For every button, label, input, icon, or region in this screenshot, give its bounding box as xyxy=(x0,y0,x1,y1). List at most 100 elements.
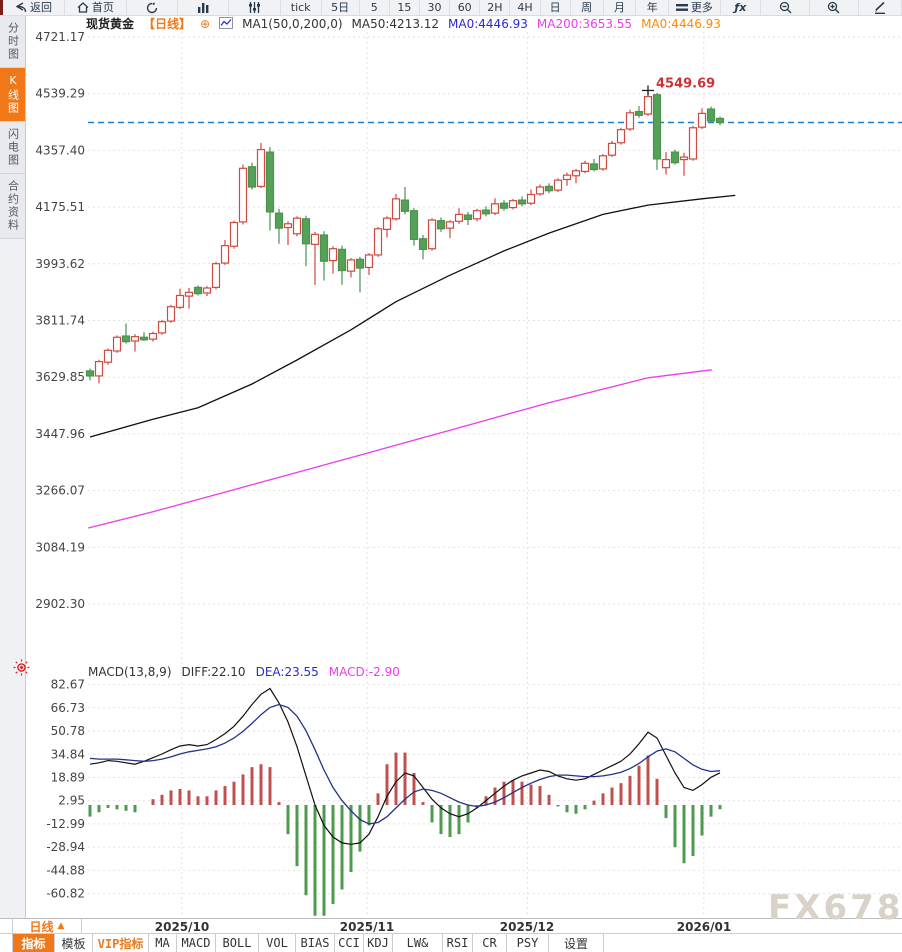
indicator-button-label: MACD xyxy=(181,936,211,950)
toolbar-item-label: 日 xyxy=(549,1,561,14)
toolbar-item-zoom-in[interactable] xyxy=(810,0,859,15)
indicator-button-[interactable]: 指标 xyxy=(13,934,55,952)
toolbar-item-label: 30 xyxy=(427,1,442,14)
ma0-blue-value: MA0:4446.93 xyxy=(448,17,528,31)
indicator-button-vip[interactable]: VIP指标 xyxy=(93,934,149,952)
toolbar-item-year[interactable]: 年 xyxy=(636,0,670,15)
indicator-button-vol[interactable]: VOL xyxy=(259,934,296,952)
toolbar-item-2h[interactable]: 2H xyxy=(480,0,511,15)
zoom-in-icon xyxy=(827,1,840,14)
sidebar-tab-contract-info[interactable]: 合约资料 xyxy=(0,174,25,239)
toolbar-item-5m[interactable]: 5 xyxy=(360,0,390,15)
period-selector[interactable]: 日线 ▲ xyxy=(13,919,82,934)
sidebar-tab-time-chart[interactable]: 分时图 xyxy=(0,16,25,68)
zoom-out-icon xyxy=(779,1,792,14)
back-icon xyxy=(15,2,27,13)
timeline-label: 2025/11 xyxy=(339,920,395,934)
toolbar-item-label: 月 xyxy=(613,1,625,14)
draw-icon xyxy=(873,1,886,14)
indicator-bar: 指标 模板 VIP指标 MA MACD BOLL VOL BIAS CCI KDJ LW& RSI CR… xyxy=(0,933,902,952)
toolbar-item-label: 4H xyxy=(517,1,533,14)
add-symbol[interactable]: ⊕ xyxy=(200,17,211,31)
toolbar-item-5d[interactable]: 5日 xyxy=(322,0,360,15)
y-axis-labels: 4721.17 4539.29 4357.40 4175.51 3993.62 3811.… xyxy=(35,30,85,901)
macd-value: MACD:-2.90 xyxy=(328,665,400,679)
sidebar-tab-lightning-chart[interactable]: 闪电图 xyxy=(0,122,25,174)
indicator-button-[interactable]: 设置 xyxy=(549,934,604,952)
toolbar-item-label: 15 xyxy=(397,1,412,14)
indicator-bar-spacer xyxy=(0,934,13,952)
svg-text:66.73: 66.73 xyxy=(51,701,85,715)
toolbar-item-month[interactable]: 月 xyxy=(604,0,637,15)
toolbar-item-sliders[interactable] xyxy=(229,0,281,15)
svg-text:18.89: 18.89 xyxy=(51,770,85,784)
indicator-button-label: BOLL xyxy=(222,936,252,950)
svg-text:3993.62: 3993.62 xyxy=(35,257,85,271)
indicator-button-rsi[interactable]: RSI xyxy=(443,934,473,952)
toolbar-item-label: 2H xyxy=(487,1,503,14)
indicator-button-psy[interactable]: PSY xyxy=(507,934,549,952)
toolbar-item-refresh[interactable] xyxy=(127,0,179,15)
indicator-button-boll[interactable]: BOLL xyxy=(216,934,259,952)
sidebar-tab-label: K线图 xyxy=(6,74,20,115)
toolbar-item-week[interactable]: 周 xyxy=(571,0,604,15)
indicator-button-kdj[interactable]: KDJ xyxy=(364,934,393,952)
toolbar-item-label: 周 xyxy=(581,1,593,14)
svg-text:3447.96: 3447.96 xyxy=(35,427,85,441)
toolbar-item-day[interactable]: 日 xyxy=(541,0,571,15)
toolbar-item-label: 5 xyxy=(370,1,378,14)
indicator-button-cci[interactable]: CCI xyxy=(335,934,364,952)
toolbar-item-15m[interactable]: 15 xyxy=(390,0,420,15)
toolbar-item-bar-chart[interactable] xyxy=(178,0,230,15)
indicator-settings-icon[interactable] xyxy=(13,659,30,680)
indicator-button-lw[interactable]: LW& xyxy=(393,934,443,952)
toolbar-item-draw[interactable] xyxy=(859,0,902,15)
indicator-button-cr[interactable]: CR xyxy=(473,934,507,952)
high-annotation: 4549.69 xyxy=(642,76,715,96)
svg-text:-44.88: -44.88 xyxy=(46,863,85,877)
svg-text:3811.74: 3811.74 xyxy=(35,314,85,328)
toolbar-item-zoom-out[interactable] xyxy=(761,0,810,15)
toolbar-item-back[interactable]: 返回 xyxy=(3,0,65,15)
toolbar-item-label: tick xyxy=(290,1,311,14)
timeline-label: 2025/10 xyxy=(154,920,210,934)
svg-text:4357.40: 4357.40 xyxy=(35,143,85,157)
macd-diff-line xyxy=(89,687,721,845)
refresh-icon xyxy=(146,2,158,14)
svg-text:-60.82: -60.82 xyxy=(46,887,85,901)
toolbar-item-4h[interactable]: 4H xyxy=(510,0,541,15)
toolbar-item-tick[interactable]: tick xyxy=(281,0,322,15)
fx-icon: ƒx xyxy=(734,1,747,14)
indicator-button-label: PSY xyxy=(516,936,539,950)
timeline-lead-cell xyxy=(0,919,13,933)
toolbar-item-more[interactable]: 更多 xyxy=(669,0,721,15)
svg-text:4721.17: 4721.17 xyxy=(35,30,85,44)
sidebar-tab-label: 闪电图 xyxy=(6,128,20,167)
toolbar-item-label: 60 xyxy=(457,1,472,14)
indicator-button-ma[interactable]: MA xyxy=(149,934,177,952)
toolbar-item-30m[interactable]: 30 xyxy=(420,0,451,15)
candlestick-series xyxy=(85,90,725,384)
indicator-button-bias[interactable]: BIAS xyxy=(296,934,335,952)
indicator-button-label: KDJ xyxy=(367,936,389,950)
macd-header: MACD(13,8,9) DIFF:22.10 DEA:23.55 MACD:-2.9… xyxy=(88,665,400,679)
timeline-label: 2025/12 xyxy=(499,920,555,934)
chart-line-icon xyxy=(219,17,234,31)
svg-text:-12.99: -12.99 xyxy=(46,817,85,831)
toolbar-item-home[interactable]: 首页 xyxy=(65,0,127,15)
svg-text:3084.19: 3084.19 xyxy=(35,540,85,554)
sidebar-tab-kline-chart[interactable]: K线图 xyxy=(0,68,25,122)
svg-text:2.95: 2.95 xyxy=(58,794,85,808)
ma200-line xyxy=(88,369,712,529)
macd-formula: MACD(13,8,9) xyxy=(88,665,172,679)
indicator-button-macd[interactable]: MACD xyxy=(177,934,216,952)
chart-header: 现货黄金 【日线】 ⊕ MA1(50,0,200,0) MA50:4213.12 MA0:… xyxy=(86,16,721,32)
toolbar-item-60m[interactable]: 60 xyxy=(450,0,481,15)
toolbar-item-fx[interactable]: ƒx xyxy=(721,0,762,15)
indicator-button-label: BIAS xyxy=(300,936,330,950)
indicator-button-[interactable]: 模板 xyxy=(55,934,93,952)
macd-histogram xyxy=(88,752,722,916)
svg-text:3629.85: 3629.85 xyxy=(35,370,85,384)
toolbar-item-label: 年 xyxy=(646,1,658,14)
